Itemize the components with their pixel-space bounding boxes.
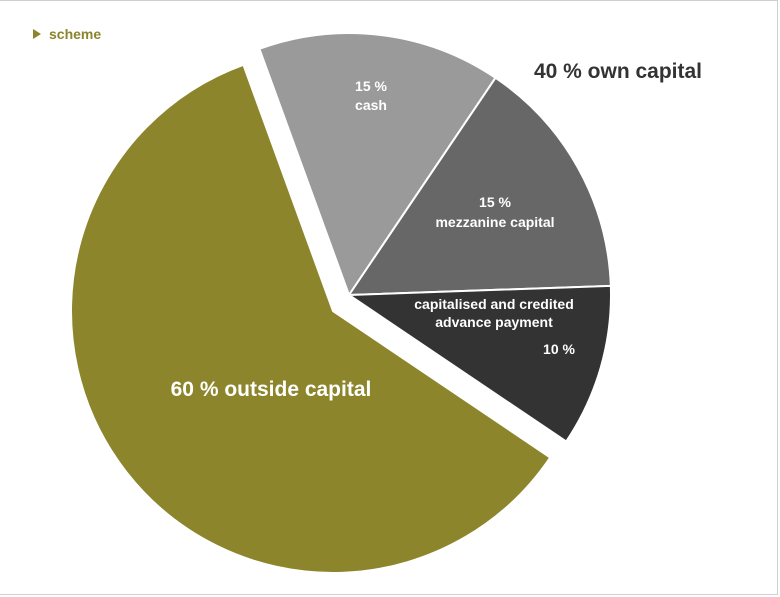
label-line: 15 % — [479, 194, 511, 210]
label-line: capitalised and credited — [414, 296, 574, 312]
label-line: cash — [355, 97, 387, 113]
label-line: mezzanine capital — [435, 214, 554, 230]
slice-outside-capital — [70, 63, 552, 574]
own-capital-label: 40 % own capital — [534, 60, 702, 83]
label-advance-payment: capitalised and credited advance payment 1… — [414, 296, 575, 357]
triangle-right-icon — [33, 29, 41, 39]
label-mezzanine-capital: 15 % mezzanine capital — [435, 194, 554, 230]
scheme-header: scheme — [33, 26, 101, 42]
pie-labels: 15 % cash 15 % mezzanine capital capitalised… — [171, 78, 576, 401]
label-cash: 15 % cash — [355, 78, 387, 113]
label-line: 60 % outside capital — [171, 378, 372, 401]
label-line: 15 % — [355, 78, 387, 94]
pie-slices — [70, 32, 612, 574]
slice-cash — [258, 32, 497, 298]
label-outside-capital: 60 % outside capital — [171, 378, 372, 401]
label-line: advance payment — [435, 314, 553, 330]
slice-mezzanine-capital — [347, 76, 612, 297]
slice-advance-payment — [345, 284, 612, 443]
scheme-label: scheme — [49, 26, 102, 42]
label-line: 10 % — [543, 341, 575, 357]
